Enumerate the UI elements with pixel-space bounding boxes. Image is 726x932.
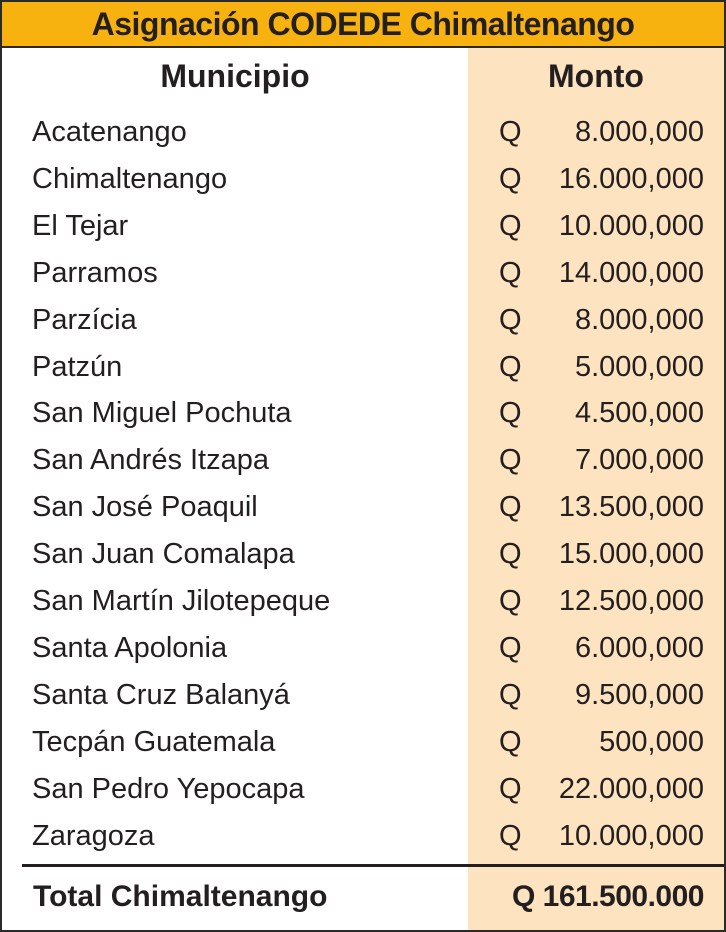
monto-amount: 8.000,000 <box>574 116 704 148</box>
currency-symbol: Q <box>499 631 522 664</box>
monto-amount: 5.000,000 <box>574 350 704 383</box>
table-row: San Martín Jilotepeque Q 12.500,000 <box>2 578 724 624</box>
table-row: San Miguel Pochuta Q 4.500,000 <box>2 390 724 436</box>
monto-amount: 4.500,000 <box>574 397 704 430</box>
municipio-name: Parzícia <box>32 303 137 336</box>
municipio-name: San Andrés Itzapa <box>32 444 269 477</box>
currency-symbol: Q <box>499 772 522 805</box>
table-row: Chimaltenango Q 16.000,000 <box>2 156 724 202</box>
municipio-name: Zaragoza <box>32 819 155 852</box>
municipio-name: Parramos <box>32 256 158 289</box>
monto-amount: 10.000,000 <box>558 209 704 242</box>
currency-symbol: Q <box>499 397 522 430</box>
monto-amount: 500,000 <box>599 725 704 758</box>
monto-amount: 16.000,000 <box>558 162 704 195</box>
currency-symbol: Q <box>499 256 522 289</box>
table-row: San Andrés Itzapa Q 7.000,000 <box>2 437 724 483</box>
currency-symbol: Q <box>499 819 522 852</box>
table-row: San José Poaquil Q 13.500,000 <box>2 484 724 530</box>
table-row: El Tejar Q 10.000,000 <box>2 203 724 249</box>
table-row: Parramos Q 14.000,000 <box>2 250 724 296</box>
header-municipio: Municipio <box>160 58 310 94</box>
monto-amount: 13.500,000 <box>558 491 704 524</box>
table-row: San Pedro Yepocapa Q 22.000,000 <box>2 766 724 812</box>
currency-symbol: Q <box>499 678 522 711</box>
monto-amount: 12.500,000 <box>558 585 704 617</box>
table-row: Santa Apolonia Q 6.000,000 <box>2 625 724 671</box>
municipio-name: El Tejar <box>32 209 129 242</box>
header-monto: Monto <box>548 58 644 94</box>
monto-amount: 22.000,000 <box>558 772 704 805</box>
municipio-name: Patzún <box>32 350 123 383</box>
total-amount: Q 161.500.000 <box>511 880 705 913</box>
municipio-name: San José Poaquil <box>32 491 258 524</box>
monto-amount: 7.000,000 <box>574 444 704 477</box>
table-row: Parzícia Q 8.000,000 <box>2 297 724 343</box>
currency-symbol: Q <box>499 491 522 524</box>
currency-symbol: Q <box>499 303 522 336</box>
municipio-name: Chimaltenango <box>32 162 228 195</box>
currency-symbol: Q <box>499 585 522 617</box>
table-row: Santa Cruz Balanyá Q 9.500,000 <box>2 672 724 718</box>
monto-amount: 15.000,000 <box>558 538 704 571</box>
municipio-name: Acatenango <box>32 116 187 148</box>
monto-amount: 14.000,000 <box>558 256 704 289</box>
monto-column-background <box>468 48 724 930</box>
table-row: San Juan Comalapa Q 15.000,000 <box>2 531 724 577</box>
municipio-name: San Pedro Yepocapa <box>32 772 305 805</box>
total-label: Total Chimaltenango <box>33 880 328 913</box>
table-row: Zaragoza Q 10.000,000 <box>2 813 724 859</box>
currency-symbol: Q <box>499 162 522 195</box>
municipio-name: Tecpán Guatemala <box>32 725 276 758</box>
municipio-name: San Miguel Pochuta <box>32 397 292 430</box>
table-row: Tecpán Guatemala Q 500,000 <box>2 719 724 765</box>
table-row: Acatenango Q 8.000,000 <box>2 109 724 155</box>
municipio-name: Santa Apolonia <box>32 631 228 664</box>
currency-symbol: Q <box>499 725 522 758</box>
table-title: Asignación CODEDE Chimaltenango <box>2 2 724 48</box>
municipio-name: San Martín Jilotepeque <box>32 585 331 617</box>
monto-amount: 6.000,000 <box>574 631 704 664</box>
table-row: Patzún Q 5.000,000 <box>2 344 724 390</box>
municipio-name: San Juan Comalapa <box>32 538 295 571</box>
currency-symbol: Q <box>499 209 522 242</box>
total-row: Total Chimaltenango Q 161.500.000 <box>2 874 724 920</box>
currency-symbol: Q <box>499 444 522 477</box>
monto-amount: 9.500,000 <box>574 678 704 711</box>
currency-symbol: Q <box>499 116 522 148</box>
currency-symbol: Q <box>499 350 522 383</box>
municipio-name: Santa Cruz Balanyá <box>32 678 290 711</box>
monto-amount: 8.000,000 <box>574 303 704 336</box>
monto-amount: 10.000,000 <box>558 819 704 852</box>
currency-symbol: Q <box>499 538 522 571</box>
total-divider <box>22 864 724 867</box>
